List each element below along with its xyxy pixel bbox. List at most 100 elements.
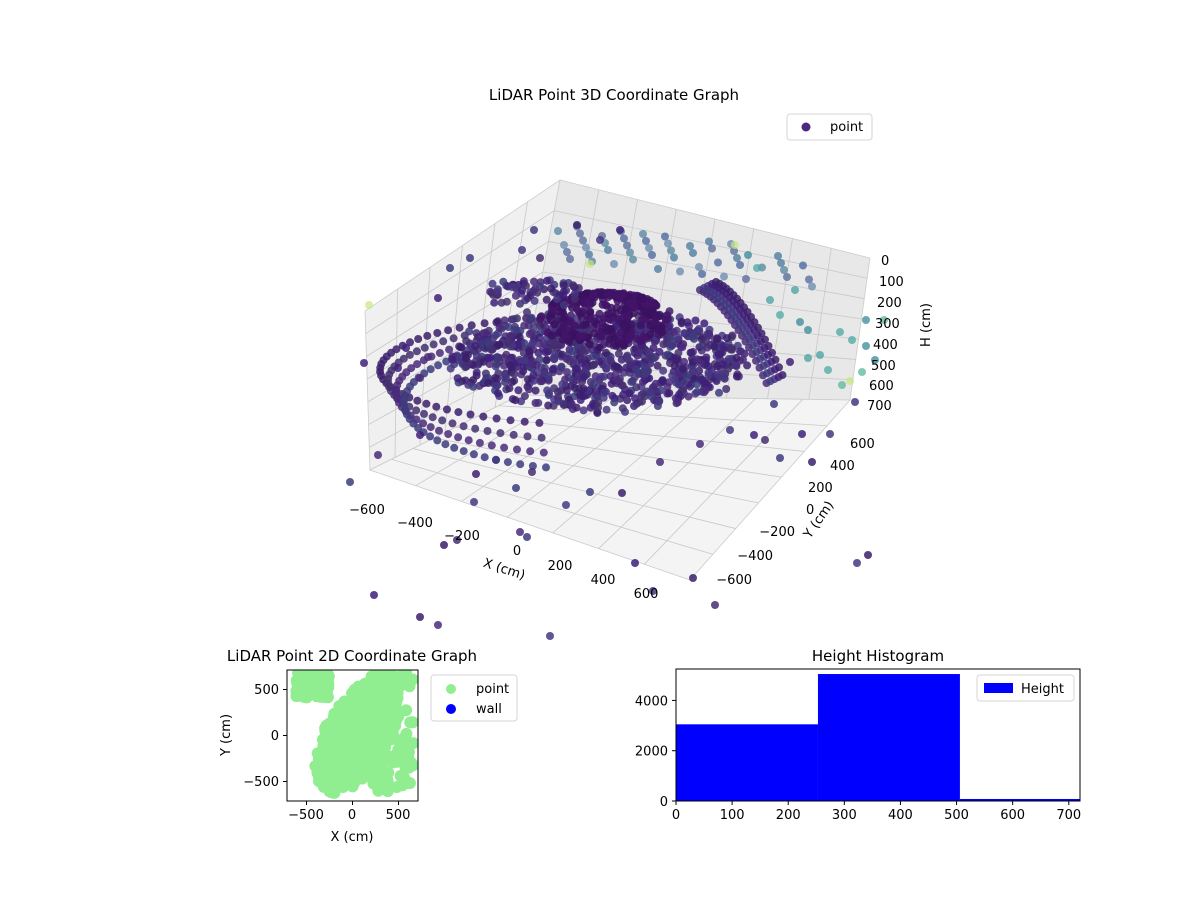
point-3d [542, 463, 550, 472]
point-3d [416, 431, 424, 439]
point-3d [370, 591, 378, 599]
point-2d [387, 753, 400, 766]
point-3d [804, 354, 812, 362]
point-3d [780, 266, 788, 274]
point-3d [490, 298, 499, 307]
point-3d [731, 241, 739, 249]
point-3d [683, 318, 692, 327]
point-3d [670, 253, 678, 262]
z3d-tick: 400 [873, 338, 898, 353]
point-3d [416, 374, 424, 382]
point-3d [548, 306, 557, 314]
point-2d [346, 687, 359, 700]
y2d-tick: −500 [243, 775, 279, 790]
point-3d [606, 356, 615, 365]
z3d-tick: 300 [875, 317, 900, 332]
point-3d [605, 335, 614, 344]
x3d-axis-label: X (cm) [481, 556, 527, 584]
point-3d [771, 355, 780, 364]
point-3d [713, 362, 722, 371]
point-3d [438, 416, 447, 425]
point-3d [523, 375, 532, 384]
x3d-tick: 0 [513, 544, 521, 559]
point-2d [324, 774, 337, 787]
histogram-x-tick: 300 [832, 808, 857, 823]
point-3d [426, 365, 435, 374]
point-3d [724, 364, 733, 373]
point-3d [573, 221, 581, 229]
histogram-legend-swatch [984, 683, 1013, 693]
chart-2d-legend-marker-wall [446, 704, 456, 714]
y3d-tick: −200 [759, 525, 795, 540]
point-2d [292, 670, 305, 677]
point-3d [710, 342, 719, 351]
point-3d [576, 229, 584, 238]
point-3d [777, 259, 785, 267]
x3d-tick: 400 [591, 573, 616, 588]
histogram-frame [675, 668, 1081, 802]
point-3d [614, 363, 622, 372]
histogram-y-tick: 4000 [635, 694, 668, 709]
point-3d [471, 424, 480, 433]
point-3d [523, 533, 531, 541]
point-3d [674, 349, 683, 357]
point-3d [445, 345, 454, 354]
point-3d [689, 574, 697, 582]
point-3d [464, 436, 473, 445]
histogram-x-ticks: 0 100 200 300 400 500 600 700 [672, 801, 1081, 823]
point-3d [493, 287, 502, 296]
histogram-legend-box [976, 674, 1075, 702]
point-3d [722, 385, 731, 393]
point-3d [540, 369, 549, 378]
point-2d [322, 681, 335, 694]
point-3d [704, 362, 713, 371]
point-3d [671, 375, 680, 384]
point-3d [454, 433, 463, 442]
point-3d [360, 359, 368, 367]
point-3d [836, 328, 844, 336]
point-3d [612, 292, 621, 300]
point-3d [645, 354, 654, 363]
point-3d [766, 296, 774, 304]
point-3d [429, 340, 438, 349]
x3d-tick: 200 [548, 559, 573, 574]
point-3d [611, 370, 620, 379]
point-3d [619, 322, 628, 330]
point-3d [506, 361, 515, 370]
point-3d [695, 366, 704, 375]
point-3d [612, 309, 621, 318]
point-3d [808, 458, 816, 466]
point-3d [406, 338, 414, 347]
point-3d [495, 340, 504, 349]
point-2d [301, 687, 314, 700]
point-3d [560, 241, 568, 249]
point-3d [479, 412, 488, 421]
point-3d [641, 315, 649, 324]
point-3d [732, 353, 741, 362]
point-3d [569, 281, 578, 290]
point-3d [665, 321, 674, 330]
point-3d [528, 462, 537, 470]
point-3d [753, 264, 761, 272]
point-3d [594, 398, 603, 407]
point-3d [838, 381, 846, 389]
chart-2d-y-ticks [283, 689, 287, 782]
point-3d [542, 355, 551, 364]
point-3d [736, 347, 744, 356]
histogram-bar [959, 798, 1080, 801]
point-3d [645, 244, 653, 252]
point-3d [627, 377, 636, 386]
chart-2d-points [290, 670, 418, 799]
point-3d [670, 361, 679, 370]
point-3d [554, 397, 563, 406]
point-3d [535, 333, 544, 342]
point-3d [520, 339, 529, 348]
chart-2d-legend-label: wall [476, 702, 502, 717]
chart-2d-plot-area [287, 670, 418, 801]
point-3d [618, 489, 626, 497]
point-3d [851, 398, 859, 406]
point-3d [434, 621, 442, 629]
chart-3d-y-ticks: −600 −400 −200 0 200 400 600 [716, 437, 875, 588]
point-3d [449, 334, 458, 343]
point-3d [600, 388, 609, 397]
